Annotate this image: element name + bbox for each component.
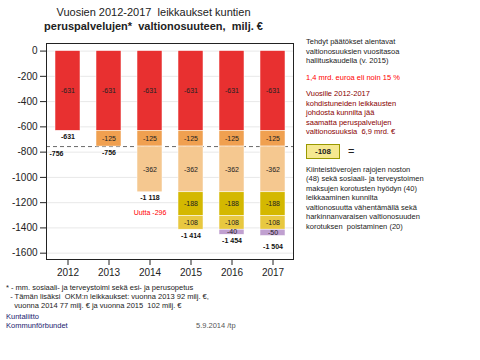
html-text:1,4 mrd. euroa eli noin 15 %: 1,4 mrd. euroa eli noin 15 % [306,72,400,82]
html-text:vuonna 2014 77 milj. € ja vuon: vuonna 2014 77 milj. € ja vuonna 2015 10… [6,301,182,310]
html-text:saamatta peruspalvelujen: saamatta peruspalvelujen [306,117,392,127]
html-text:johdosta kunnilta jää: johdosta kunnilta jää [306,108,375,117]
html-text:korotuksen poistaminen (20): korotuksen poistaminen (20) [306,221,403,231]
svg-text:-400: -400 [17,96,37,107]
svg-text:-631: -631 [102,87,116,94]
svg-text:-40: -40 [227,228,237,235]
svg-text:2016: 2016 [221,267,244,278]
svg-text:-1600: -1600 [12,247,38,258]
svg-text:-631: -631 [184,87,198,94]
svg-text:-1 118: -1 118 [140,194,160,201]
svg-text:-1 414: -1 414 [181,232,201,239]
html-text:5.9.2014 /tp: 5.9.2014 /tp [196,321,236,330]
svg-text:-631: -631 [61,87,75,94]
html-text:Kiinteistöverojen rajojen nost: Kiinteistöverojen rajojen noston [306,164,411,174]
svg-text:-108: -108 [225,219,239,226]
svg-text:-362: -362 [184,166,198,173]
svg-text:-1200: -1200 [12,197,38,208]
svg-text:2013: 2013 [98,267,121,278]
svg-text:-631: -631 [225,87,239,94]
svg-text:-631: -631 [143,87,157,94]
svg-text:-800: -800 [17,146,37,157]
svg-text:2012: 2012 [57,267,80,278]
html-text:valtionosuuksien vuositasoa: valtionosuuksien vuositasoa [306,46,400,56]
svg-text:-188: -188 [266,200,280,207]
svg-text:2014: 2014 [139,267,162,278]
html-text:* - mm. sosiaali- ja terveysto: * - mm. sosiaali- ja terveystoimi sekä e… [6,283,194,292]
svg-text:-1 454: -1 454 [222,237,242,244]
html-text:harkinnanvaraisen valtionosuud: harkinnanvaraisen valtionosuuden [306,212,420,221]
svg-text:-50: -50 [268,229,278,236]
html-text:Vuosille 2012-2017: Vuosille 2012-2017 [306,89,370,98]
svg-text:0: 0 [32,45,38,56]
html-text:valtionosuutta vähentämällä se: valtionosuutta vähentämällä sekä [306,202,417,212]
svg-text:-756: -756 [50,150,64,157]
svg-text:-125: -125 [102,135,116,142]
svg-text:-756: -756 [102,149,116,156]
svg-text:-631: -631 [61,133,75,140]
svg-text:-1400: -1400 [12,222,38,233]
svg-text:-188: -188 [225,200,239,207]
svg-text:-125: -125 [225,135,239,142]
html-text:valtionosuuksia 6,9 mrd. €: valtionosuuksia 6,9 mrd. € [306,127,396,136]
html-text:-108: -108 [315,146,331,156]
svg-text:-631: -631 [266,87,280,94]
svg-text:-188: -188 [184,200,198,207]
html-text:Kuntaliitto Kommunförbundet: Kuntaliitto Kommunförbundet [6,312,68,330]
html-text:(48) sekä sosiaali- ja terveys: (48) sekä sosiaali- ja terveystoimen [306,174,424,183]
svg-text:2017: 2017 [262,267,285,278]
svg-text:-125: -125 [143,135,157,142]
svg-text:-362: -362 [143,166,157,173]
html-text:peruspalvelujen* valtionosuute: peruspalvelujen* valtionosuuteen, milj. … [44,20,263,32]
html-text:hallituskaudella (v. 2015): hallituskaudella (v. 2015) [306,56,389,65]
html-text:maksujen korotusten hyödyn (40: maksujen korotusten hyödyn (40) [306,183,417,193]
svg-text:-125: -125 [184,135,198,142]
html-text:Vuosien 2012-2017 leikkaukset: Vuosien 2012-2017 leikkaukset kuntien [56,6,251,18]
svg-text:-200: -200 [17,71,37,82]
html-text:- Tämän lisäksi OKM:n leikkauk: - Tämän lisäksi OKM:n leikkaukset: vuonn… [6,292,209,301]
svg-text:Uutta -296: Uutta -296 [134,209,167,216]
svg-text:2015: 2015 [180,267,203,278]
svg-text:-108: -108 [184,219,198,226]
svg-text:-1000: -1000 [12,172,38,183]
svg-text:-108: -108 [266,219,280,226]
svg-text:-600: -600 [17,121,37,132]
html-text:kohdistuneiden leikkausten: kohdistuneiden leikkausten [306,98,397,108]
html-text:Tehdyt päätökset alentavat: Tehdyt päätökset alentavat [306,37,396,46]
svg-text:-362: -362 [266,166,280,173]
html-text:leikkaaminen kunnilta: leikkaaminen kunnilta [306,193,378,202]
svg-text:-125: -125 [266,135,280,142]
svg-text:-362: -362 [225,166,239,173]
svg-text:-1 504: -1 504 [263,243,283,250]
